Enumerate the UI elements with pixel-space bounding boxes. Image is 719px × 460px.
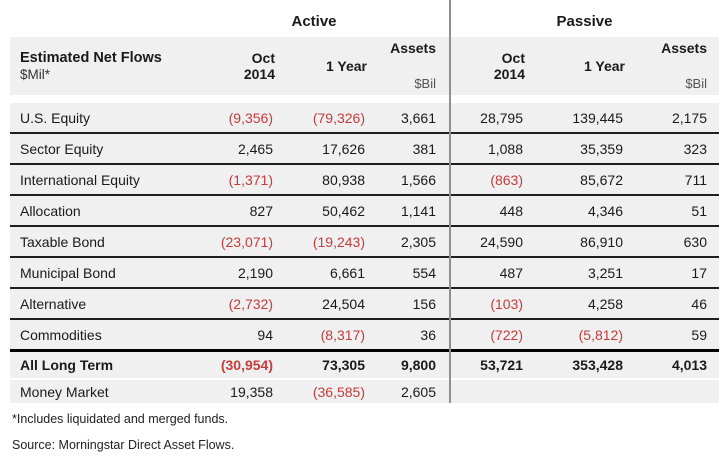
active-1-year-header: 1 Year — [325, 58, 367, 74]
row-label: Allocation — [20, 202, 81, 219]
active-assets-value: 1,566 — [400, 171, 436, 188]
active-assets-value: 2,305 — [400, 233, 436, 250]
active-1yr-value: 24,504 — [322, 295, 365, 312]
passive-1yr-value: 353,428 — [572, 357, 623, 373]
passive-assets-value: 323 — [683, 140, 707, 157]
active-assets-value: 156 — [412, 295, 436, 312]
row-label: Commodities — [20, 326, 102, 343]
active-oct-value: 94 — [257, 326, 273, 343]
passive-assets-value: 46 — [691, 295, 707, 312]
active-oct-value: (9,356) — [228, 109, 273, 126]
row-label: All Long Term — [20, 357, 114, 373]
passive-1-year-header: 1 Year — [583, 58, 625, 74]
row-label: U.S. Equity — [20, 109, 91, 126]
table-row-commodities: Commodities 94 (8,317) 36 (722) (5,812) … — [10, 320, 719, 352]
active-assets-unit: $Bil — [414, 76, 436, 91]
active-assets-value: 9,800 — [400, 357, 436, 373]
table-row-allocation: Allocation 827 50,462 1,141 448 4,346 51 — [10, 196, 719, 227]
passive-1yr-value: 35,359 — [580, 140, 623, 157]
table-row-us-equity: U.S. Equity (9,356) (79,326) 3,661 28,79… — [10, 103, 719, 134]
passive-assets-header: Assets $Bil — [625, 37, 709, 95]
active-assets-header: Assets $Bil — [367, 37, 438, 95]
active-oct-value: 2,465 — [237, 140, 273, 157]
table-row-international-equity: International Equity (1,371) 80,938 1,56… — [10, 165, 719, 196]
passive-assets-value: 2,175 — [671, 109, 707, 126]
passive-1yr-value: 4,258 — [587, 295, 623, 312]
active-oct-value: 827 — [249, 202, 273, 219]
active-1yr-value: (36,585) — [312, 383, 365, 400]
active-assets-value: 2,605 — [400, 383, 436, 400]
row-label: International Equity — [20, 171, 140, 188]
passive-assets-value: 711 — [684, 171, 707, 188]
row-label: Money Market — [20, 383, 109, 400]
table-body: U.S. Equity (9,356) (79,326) 3,661 28,79… — [10, 103, 719, 403]
active-1yr-value: 17,626 — [322, 140, 365, 157]
passive-assets-value: 4,013 — [671, 357, 707, 373]
footnotes: *Includes liquidated and merged funds. S… — [0, 412, 719, 453]
active-1yr-value: (19,243) — [312, 233, 365, 250]
passive-oct-value: (722) — [490, 326, 523, 343]
active-assets-value: 1,141 — [400, 202, 436, 219]
active-1yr-value: 50,462 — [322, 202, 365, 219]
row-header-cell: Estimated Net Flows $Mil* — [10, 37, 190, 95]
passive-1yr-value: 139,445 — [572, 109, 623, 126]
active-assets-value: 381 — [412, 140, 436, 157]
passive-assets-value: 51 — [691, 202, 707, 219]
passive-1yr-value: 86,910 — [580, 233, 623, 250]
active-1yr-value: 6,661 — [329, 264, 365, 281]
passive-oct-value: 487 — [499, 264, 523, 281]
active-oct-value: (2,732) — [228, 295, 273, 312]
passive-oct-value: 53,721 — [480, 357, 523, 373]
footnote-liquidated-funds: *Includes liquidated and merged funds. — [12, 412, 229, 426]
section-title-row: Active Passive — [10, 0, 719, 34]
active-oct-value: (30,954) — [220, 357, 273, 373]
table-row-money-market: Money Market 19,358 (36,585) 2,605 — [10, 380, 719, 403]
row-label: Sector Equity — [20, 140, 104, 157]
table-row-all-long-term: All Long Term (30,954) 73,305 9,800 53,7… — [10, 352, 719, 380]
fund-flows-table: Active Passive Estimated Net Flows $Mil*… — [10, 0, 719, 403]
passive-1yr-value: 3,251 — [587, 264, 623, 281]
active-1yr-value: (79,326) — [312, 109, 365, 126]
passive-assets-value: 630 — [683, 233, 707, 250]
table-row-municipal-bond: Municipal Bond 2,190 6,661 554 487 3,251… — [10, 258, 719, 289]
active-1yr-value: 73,305 — [322, 357, 365, 373]
passive-oct-value: 24,590 — [480, 233, 523, 250]
active-oct-value: 2,190 — [237, 264, 273, 281]
active-oct-value: 19,358 — [230, 383, 273, 400]
passive-oct-value: (863) — [490, 171, 523, 188]
table-title: Estimated Net Flows — [20, 49, 162, 66]
passive-oct-value: 28,795 — [480, 109, 523, 126]
active-1yr-value: 80,938 — [322, 171, 365, 188]
table-row-alternative: Alternative (2,732) 24,504 156 (103) 4,2… — [10, 289, 719, 320]
row-label: Alternative — [20, 295, 87, 312]
passive-assets-value: 17 — [691, 264, 707, 281]
active-section-title: Active — [291, 13, 337, 30]
passive-assets-value: 59 — [691, 326, 707, 343]
passive-1yr-value: (5,812) — [578, 326, 623, 343]
footnote-source: Source: Morningstar Direct Asset Flows. — [12, 438, 235, 452]
passive-assets-unit: $Bil — [685, 76, 707, 91]
table-row-sector-equity: Sector Equity 2,465 17,626 381 1,088 35,… — [10, 134, 719, 165]
passive-1yr-value: 85,672 — [580, 171, 623, 188]
passive-oct-value: (103) — [490, 295, 523, 312]
passive-section-title: Passive — [556, 13, 613, 30]
active-oct-value: (23,071) — [220, 233, 273, 250]
active-assets-value: 36 — [420, 326, 436, 343]
column-header-row: Estimated Net Flows $Mil* Oct 2014 1 Yea… — [10, 37, 719, 95]
active-oct-2014-header: Oct 2014 — [243, 49, 275, 82]
active-passive-divider — [449, 0, 451, 403]
table-row-taxable-bond: Taxable Bond (23,071) (19,243) 2,305 24,… — [10, 227, 719, 258]
passive-oct-2014-header: Oct 2014 — [493, 49, 525, 82]
passive-1yr-value: 4,346 — [587, 202, 623, 219]
active-assets-value: 554 — [412, 264, 436, 281]
row-label: Municipal Bond — [20, 264, 116, 281]
passive-oct-value: 448 — [499, 202, 523, 219]
row-label: Taxable Bond — [20, 233, 105, 250]
active-oct-value: (1,371) — [228, 171, 273, 188]
active-1yr-value: (8,317) — [320, 326, 365, 343]
table-unit-label: $Mil* — [20, 66, 51, 82]
passive-oct-value: 1,088 — [487, 140, 523, 157]
active-assets-value: 3,661 — [400, 109, 436, 126]
